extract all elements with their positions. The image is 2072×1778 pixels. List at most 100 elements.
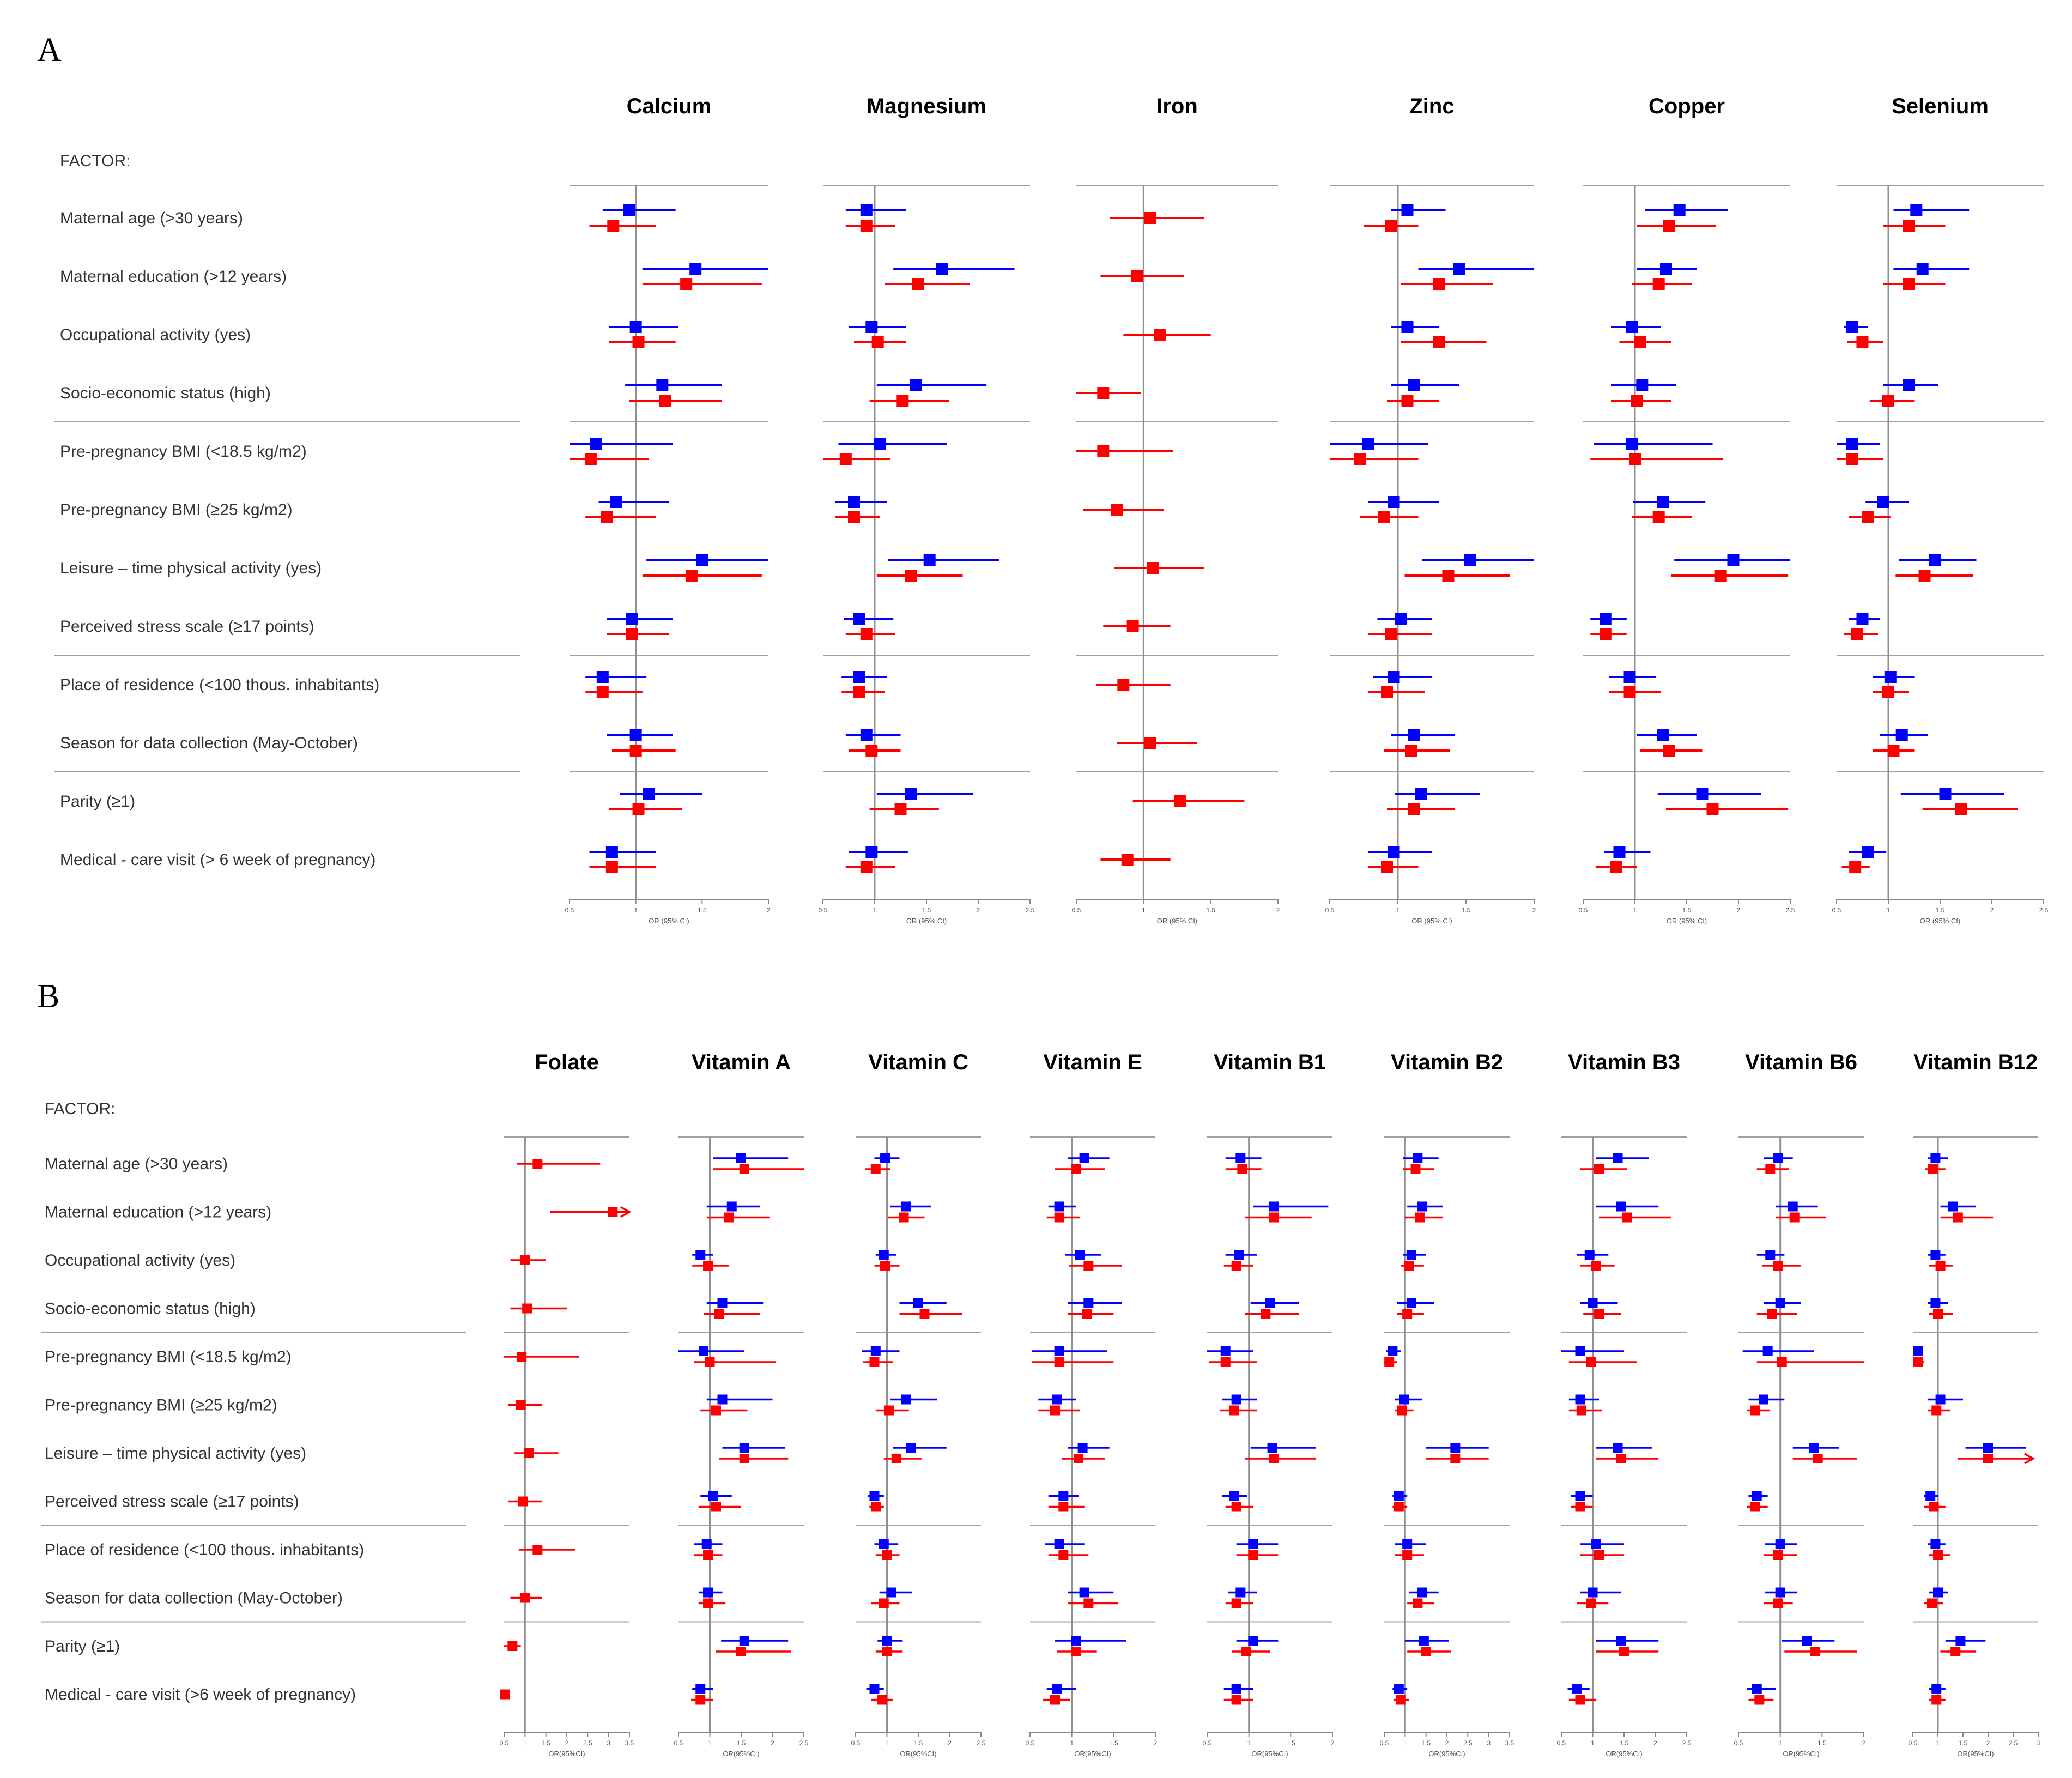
x-tick-label-vitamin-b2-6: 3.5 xyxy=(1505,1739,1514,1747)
x-tick-label-iron-0: 0.5 xyxy=(1072,906,1081,914)
point-calcium-series1-row-0 xyxy=(623,204,635,216)
point-vitamin-c-series1-row-1 xyxy=(901,1201,911,1212)
point-vitamin-b6-series2-row-4 xyxy=(1777,1357,1787,1367)
x-tick-label-copper-2: 1.5 xyxy=(1682,906,1692,914)
x-tick-label-vitamin-b12-3: 2 xyxy=(1986,1739,1990,1747)
panel-a-label: A xyxy=(37,32,62,69)
panel-b-factor-label-10: Parity (≥1) xyxy=(45,1637,120,1655)
point-vitamin-e-series2-row-0 xyxy=(1071,1164,1081,1174)
point-vitamin-b6-series2-row-3 xyxy=(1767,1309,1777,1319)
point-vitamin-c-series2-row-10 xyxy=(882,1647,892,1656)
point-zinc-series1-row-10 xyxy=(1415,788,1427,800)
point-vitamin-a-series2-row-8 xyxy=(703,1550,713,1560)
x-tick-label-copper-3: 2 xyxy=(1737,906,1741,914)
panel-b-factor-label-7: Perceived stress scale (≥17 points) xyxy=(45,1493,299,1511)
point-calcium-series2-row-7 xyxy=(626,628,638,640)
x-tick-label-copper-0: 0.5 xyxy=(1579,906,1588,914)
point-vitamin-b1-series1-row-7 xyxy=(1229,1491,1239,1501)
point-zinc-series1-row-7 xyxy=(1395,613,1407,625)
point-iron-series2-row-4 xyxy=(1097,445,1110,457)
x-tick-label-folate-6: 3.5 xyxy=(625,1739,634,1747)
x-tick-label-vitamin-e-0: 0.5 xyxy=(1026,1739,1035,1747)
point-vitamin-e-series1-row-0 xyxy=(1079,1153,1089,1163)
point-vitamin-b1-series2-row-8 xyxy=(1248,1550,1258,1560)
x-tick-label-vitamin-a-1: 1 xyxy=(708,1739,712,1747)
point-vitamin-b2-series2-row-3 xyxy=(1402,1309,1413,1319)
point-calcium-series2-row-11 xyxy=(605,861,618,873)
point-magnesium-series1-row-4 xyxy=(874,438,886,450)
point-vitamin-b12-series1-row-5 xyxy=(1935,1394,1946,1405)
column-title-magnesium: Magnesium xyxy=(867,94,986,118)
point-vitamin-b1-series2-row-7 xyxy=(1231,1502,1241,1512)
point-vitamin-b1-series1-row-10 xyxy=(1248,1636,1258,1646)
panel-a-factor-label-0: Maternal age (>30 years) xyxy=(60,209,243,227)
point-zinc-series2-row-6 xyxy=(1442,570,1455,582)
point-vitamin-c-series2-row-2 xyxy=(880,1261,890,1271)
point-magnesium-series2-row-9 xyxy=(865,745,878,757)
point-vitamin-b1-series2-row-2 xyxy=(1231,1261,1241,1271)
x-tick-label-vitamin-b12-5: 3 xyxy=(2037,1739,2040,1747)
point-copper-series1-row-2 xyxy=(1626,321,1638,333)
point-vitamin-e-series1-row-9 xyxy=(1079,1587,1089,1598)
point-copper-series2-row-11 xyxy=(1610,861,1622,873)
column-title-vitamin-e: Vitamin E xyxy=(1043,1050,1142,1074)
point-copper-series2-row-4 xyxy=(1629,453,1641,465)
column-vitamin-b12: Vitamin B12 0.5 1 1.5 2 2.5 3 OR(95%CI) xyxy=(1909,1050,2040,1758)
point-vitamin-b6-series2-row-1 xyxy=(1789,1212,1800,1223)
x-tick-label-selenium-1: 1 xyxy=(1887,906,1891,914)
x-axis-label-iron: OR (95% CI) xyxy=(1157,917,1197,925)
column-vitamin-a: Vitamin A 0.5 1 1.5 2 2.5 OR(95%CI) xyxy=(674,1050,809,1758)
panel-b-factor-label-3: Socio-economic status (high) xyxy=(45,1300,256,1318)
point-vitamin-e-series2-row-7 xyxy=(1058,1502,1069,1512)
point-selenium-series2-row-5 xyxy=(1862,511,1874,523)
point-vitamin-b3-series2-row-4 xyxy=(1586,1357,1596,1367)
point-selenium-series2-row-6 xyxy=(1918,570,1931,582)
point-copper-series1-row-6 xyxy=(1727,554,1740,566)
point-magnesium-series2-row-10 xyxy=(894,803,907,815)
x-tick-label-vitamin-b2-5: 3 xyxy=(1487,1739,1491,1747)
panel-b-factor-label-11: Medical - care visit (>6 week of pregnan… xyxy=(45,1686,356,1704)
point-vitamin-b3-series2-row-10 xyxy=(1619,1647,1629,1656)
point-vitamin-c-series1-row-5 xyxy=(901,1394,911,1405)
point-magnesium-series1-row-6 xyxy=(923,554,936,566)
point-vitamin-b1-series2-row-11 xyxy=(1231,1695,1241,1705)
x-tick-label-zinc-2: 1.5 xyxy=(1462,906,1471,914)
point-calcium-series1-row-11 xyxy=(605,846,618,858)
point-vitamin-b1-series2-row-4 xyxy=(1220,1357,1231,1367)
point-vitamin-b1-series1-row-2 xyxy=(1234,1250,1244,1260)
point-vitamin-b2-series1-row-10 xyxy=(1419,1636,1429,1646)
x-tick-label-vitamin-b6-2: 1.5 xyxy=(1817,1739,1827,1747)
point-magnesium-series1-row-1 xyxy=(936,263,948,275)
point-vitamin-b3-series2-row-7 xyxy=(1575,1502,1585,1512)
point-vitamin-a-series2-row-11 xyxy=(695,1695,706,1705)
point-vitamin-e-series2-row-9 xyxy=(1083,1598,1094,1608)
x-tick-label-zinc-1: 1 xyxy=(1396,906,1400,914)
point-folate-series2-row-7 xyxy=(518,1496,528,1507)
point-vitamin-b3-series2-row-11 xyxy=(1575,1695,1585,1705)
point-vitamin-b12-series2-row-3 xyxy=(1933,1309,1943,1319)
panel-b-factor-label-9: Season for data collection (May-October) xyxy=(45,1589,343,1607)
point-selenium-series1-row-5 xyxy=(1877,496,1889,508)
column-title-vitamin-c: Vitamin C xyxy=(868,1050,968,1074)
point-copper-series1-row-5 xyxy=(1657,496,1669,508)
point-calcium-series2-row-10 xyxy=(632,803,645,815)
point-vitamin-a-series1-row-11 xyxy=(695,1684,706,1694)
point-zinc-series1-row-4 xyxy=(1362,438,1374,450)
point-magnesium-series2-row-0 xyxy=(860,220,873,232)
point-vitamin-a-series1-row-0 xyxy=(736,1153,746,1163)
column-title-vitamin-b12: Vitamin B12 xyxy=(1913,1050,2038,1074)
point-selenium-series2-row-8 xyxy=(1882,686,1894,698)
point-vitamin-b2-series2-row-6 xyxy=(1450,1454,1461,1463)
point-magnesium-series2-row-7 xyxy=(860,628,873,640)
panel-a-factor-label-1: Maternal education (>12 years) xyxy=(60,268,287,286)
point-copper-series2-row-0 xyxy=(1663,220,1675,232)
point-vitamin-b2-series1-row-3 xyxy=(1406,1298,1416,1308)
point-selenium-series1-row-6 xyxy=(1929,554,1941,566)
point-vitamin-b12-series1-row-7 xyxy=(1925,1491,1936,1501)
point-vitamin-a-series1-row-10 xyxy=(739,1636,749,1646)
point-calcium-series1-row-9 xyxy=(629,729,642,741)
point-vitamin-e-series1-row-1 xyxy=(1054,1201,1064,1212)
point-vitamin-b12-series2-row-11 xyxy=(1931,1695,1942,1705)
x-tick-label-vitamin-b12-0: 0.5 xyxy=(1909,1739,1918,1747)
